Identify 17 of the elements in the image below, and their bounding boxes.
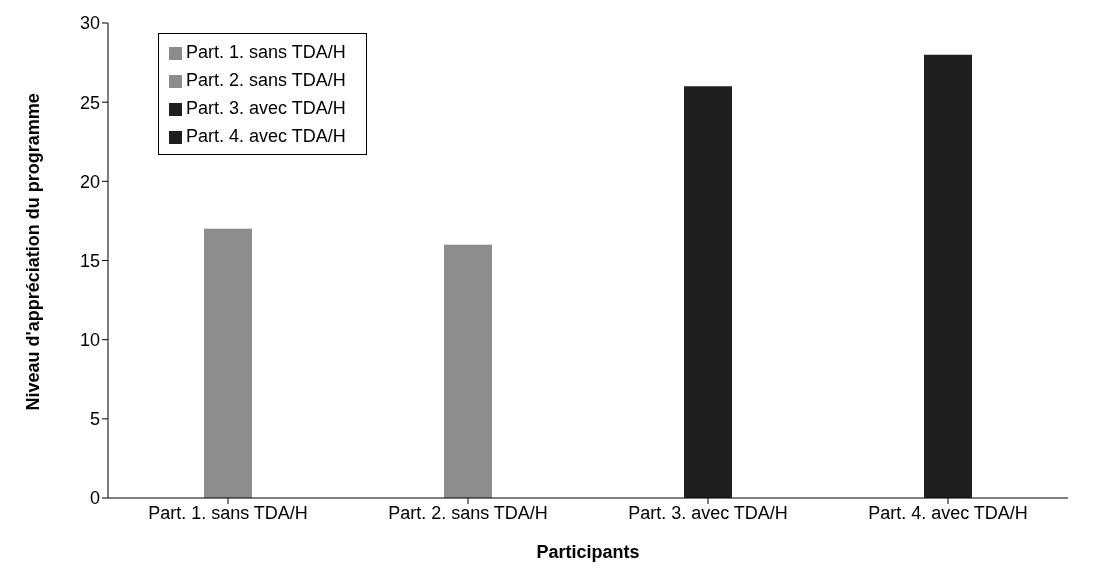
y-tick-label: 0 [89,488,100,509]
y-tick-label: 25 [79,92,100,113]
y-tick-label: 15 [79,250,100,271]
legend-label: Part. 3. avec TDA/H [186,98,346,118]
legend-label: Part. 4. avec TDA/H [186,126,346,146]
y-tick-label: 30 [79,13,100,34]
y-axis-title: Niveau d'appréciation du programme [23,93,44,411]
legend-label: Part. 1. sans TDA/H [186,42,346,62]
x-tick-label: Part. 3. avec TDA/H [628,502,788,523]
x-axis-title: Participants [536,542,640,562]
x-tick-label: Part. 1. sans TDA/H [148,502,308,523]
legend-label: Part. 2. sans TDA/H [186,70,346,90]
y-tick-label: 20 [79,171,100,192]
y-tick-label: 5 [89,409,100,430]
y-tick-label: 10 [79,330,100,351]
x-tick-label: Part. 2. sans TDA/H [388,502,548,523]
x-tick-label: Part. 4. avec TDA/H [868,502,1028,523]
